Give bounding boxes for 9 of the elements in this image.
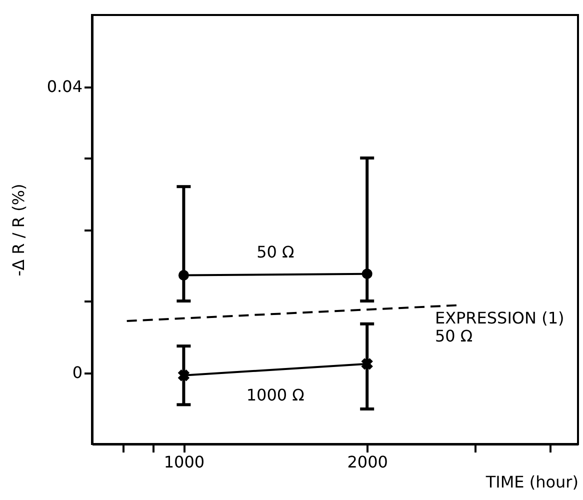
series-label: 1000 Ω — [246, 386, 304, 405]
x-axis-title: TIME (hour) — [484, 472, 578, 492]
y-tick-label: 0 — [72, 363, 82, 382]
y-axis-title: -Δ R / R (%) — [8, 184, 28, 276]
y-tick-label: 0.04 — [46, 77, 82, 96]
series-label: 50 Ω — [256, 242, 294, 262]
x-tick-label: 1000 — [164, 452, 205, 472]
x-tick-label: 2000 — [347, 452, 388, 472]
series-label: EXPRESSION (1) 50 Ω — [434, 308, 564, 346]
